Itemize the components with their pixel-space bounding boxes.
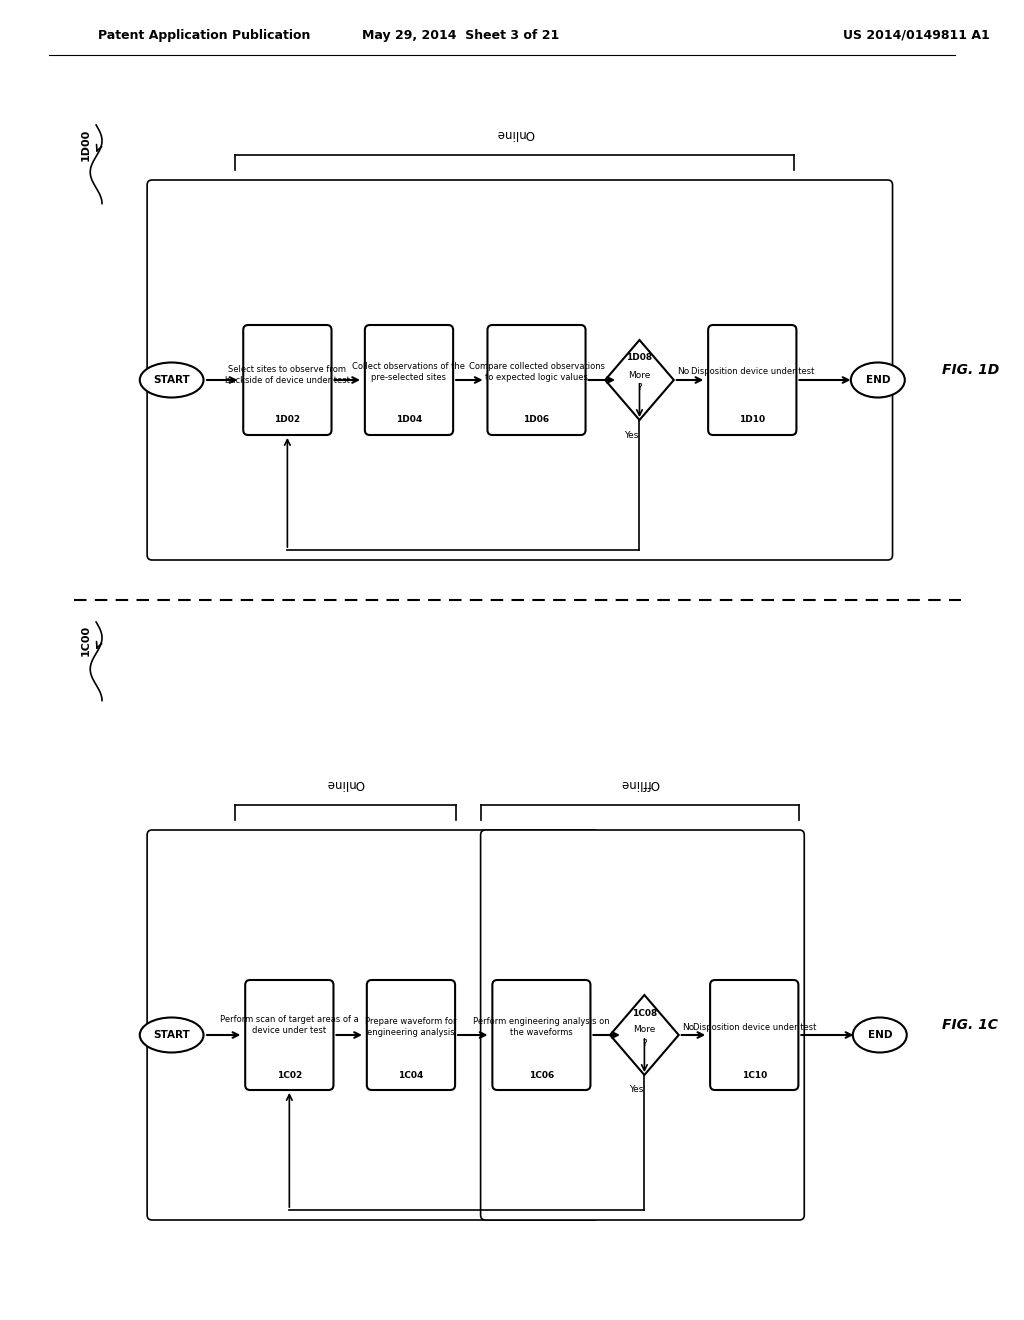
Text: 1D06: 1D06 <box>523 416 550 425</box>
Text: FIG. 1D: FIG. 1D <box>942 363 998 378</box>
Text: Disposition device under test: Disposition device under test <box>690 367 814 376</box>
Text: 1C10: 1C10 <box>741 1071 767 1080</box>
FancyBboxPatch shape <box>365 325 454 436</box>
Text: Online: Online <box>327 777 365 789</box>
Text: 1D10: 1D10 <box>739 416 765 425</box>
Ellipse shape <box>851 363 905 397</box>
FancyBboxPatch shape <box>147 180 893 560</box>
FancyBboxPatch shape <box>367 979 455 1090</box>
FancyBboxPatch shape <box>487 325 586 436</box>
Text: Yes: Yes <box>625 430 639 440</box>
Text: 1C04: 1C04 <box>398 1071 424 1080</box>
Text: START: START <box>154 375 190 385</box>
FancyBboxPatch shape <box>493 979 591 1090</box>
Text: More: More <box>633 1026 655 1035</box>
Text: 1C02: 1C02 <box>276 1071 302 1080</box>
Text: ?: ? <box>642 1039 647 1048</box>
Text: 1C06: 1C06 <box>528 1071 554 1080</box>
Text: Yes: Yes <box>630 1085 644 1094</box>
Text: 1D00: 1D00 <box>81 129 90 161</box>
Text: Compare collected observations
to expected logic values: Compare collected observations to expect… <box>469 362 604 381</box>
Polygon shape <box>610 995 679 1074</box>
Text: 1D08: 1D08 <box>627 354 652 363</box>
Text: FIG. 1C: FIG. 1C <box>942 1018 997 1032</box>
Ellipse shape <box>853 1018 907 1052</box>
Text: 1C00: 1C00 <box>81 624 90 656</box>
Text: No: No <box>678 367 690 376</box>
Text: Perform engineering analysis on
the waveforms: Perform engineering analysis on the wave… <box>473 1018 609 1036</box>
Text: 1D04: 1D04 <box>396 416 422 425</box>
Text: Select sites to observe from
backside of device under test: Select sites to observe from backside of… <box>225 366 350 384</box>
Ellipse shape <box>139 363 204 397</box>
Text: Offline: Offline <box>621 777 659 789</box>
Text: Perform scan of target areas of a
device under test: Perform scan of target areas of a device… <box>220 1015 358 1035</box>
FancyBboxPatch shape <box>709 325 797 436</box>
Text: START: START <box>154 1030 190 1040</box>
Text: US 2014/0149811 A1: US 2014/0149811 A1 <box>844 29 990 41</box>
FancyBboxPatch shape <box>245 979 334 1090</box>
Text: Prepare waveform for
engineering analysis: Prepare waveform for engineering analysi… <box>366 1018 457 1036</box>
Ellipse shape <box>139 1018 204 1052</box>
Text: Collect observations of the
pre-selected sites: Collect observations of the pre-selected… <box>352 362 466 381</box>
Text: END: END <box>867 1030 892 1040</box>
Text: END: END <box>865 375 890 385</box>
Text: Patent Application Publication: Patent Application Publication <box>98 29 310 41</box>
FancyBboxPatch shape <box>710 979 799 1090</box>
Text: ?: ? <box>637 384 642 392</box>
Text: Disposition device under test: Disposition device under test <box>692 1023 816 1031</box>
Text: More: More <box>629 371 650 380</box>
FancyBboxPatch shape <box>244 325 332 436</box>
Text: 1D02: 1D02 <box>274 416 300 425</box>
FancyBboxPatch shape <box>480 830 804 1220</box>
FancyBboxPatch shape <box>147 830 598 1220</box>
Polygon shape <box>605 341 674 420</box>
Text: May 29, 2014  Sheet 3 of 21: May 29, 2014 Sheet 3 of 21 <box>362 29 559 41</box>
Text: 1C08: 1C08 <box>632 1008 657 1018</box>
Text: Online: Online <box>496 127 535 140</box>
Text: No: No <box>682 1023 694 1031</box>
